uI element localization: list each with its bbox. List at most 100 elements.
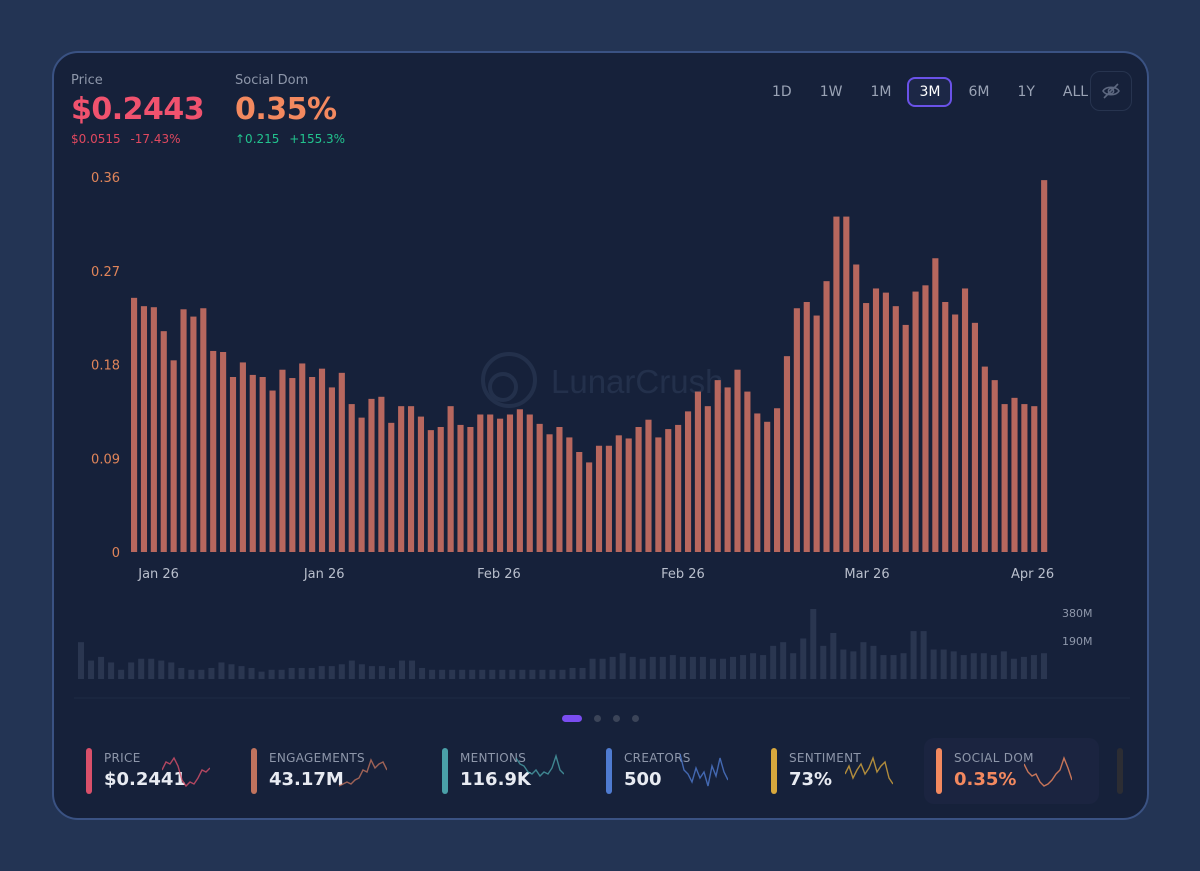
visibility-toggle-button[interactable] — [1090, 71, 1132, 111]
bar — [398, 406, 405, 552]
volume-bar — [469, 669, 476, 679]
bars — [131, 180, 1048, 553]
bar — [516, 409, 523, 552]
price-change-abs: $0.0515 — [71, 132, 121, 146]
volume-bar — [719, 658, 726, 679]
page-dot-4[interactable] — [632, 715, 639, 722]
volume-bar — [850, 651, 857, 679]
bar — [170, 360, 177, 552]
metric-value: 500 — [624, 769, 662, 790]
volume-bar — [1030, 655, 1037, 679]
metric-engagements[interactable]: ENGAGEMENTS 43.17M — [239, 738, 414, 804]
volume-bar — [880, 655, 887, 679]
volume-bar — [78, 642, 85, 679]
bar — [694, 391, 702, 552]
social-dom-chart: LunarCrush 00.090.180.270.36 Jan 26 Jan 2… — [74, 171, 1130, 699]
bar — [971, 322, 978, 552]
volume-bar — [760, 655, 767, 679]
volume-bar — [589, 658, 596, 679]
x-tick-label: Mar 26 — [844, 567, 889, 582]
volume-bar — [609, 656, 616, 679]
bar — [289, 378, 296, 552]
metric-social-dom[interactable]: SOCIAL DOM 0.35% — [924, 738, 1099, 804]
range-button-1d[interactable]: 1D — [772, 84, 792, 100]
bar — [358, 417, 365, 552]
volume-bar — [569, 667, 576, 679]
volume-bar — [178, 667, 185, 679]
metric-mentions[interactable]: MENTIONS 116.9K — [430, 738, 580, 804]
sparkline-path — [1024, 755, 1072, 787]
volume-bar — [449, 669, 456, 679]
metric-price[interactable]: PRICE $0.2441 — [74, 738, 224, 804]
bar — [140, 306, 148, 552]
price-stat: Price $0.2443 $0.0515 -17.43% — [71, 73, 205, 146]
bar — [813, 315, 820, 552]
range-button-1y[interactable]: 1Y — [1017, 84, 1035, 100]
bar — [526, 414, 533, 552]
volume-bar — [298, 667, 305, 679]
page-dot-3[interactable] — [613, 715, 620, 722]
bar — [338, 372, 345, 552]
volume-bar — [649, 656, 656, 679]
metric-label: SOCIAL DOM — [954, 751, 1034, 765]
bar — [863, 303, 870, 552]
sparkline-path — [680, 753, 728, 787]
bar — [843, 216, 850, 553]
y-tick-label: 0.36 — [91, 171, 120, 186]
metric-color-bar — [251, 748, 257, 794]
range-button-3m[interactable]: 3M — [907, 77, 953, 107]
bar — [704, 406, 711, 552]
bar — [487, 414, 494, 552]
bar — [645, 419, 652, 552]
y-tick-label: 0 — [112, 546, 120, 561]
volume-bar — [699, 656, 706, 679]
bar — [497, 418, 504, 552]
volume-bar — [579, 667, 586, 679]
watermark: LunarCrush — [481, 352, 723, 408]
volume-bar — [730, 656, 737, 679]
range-button-6m[interactable]: 6M — [968, 84, 990, 100]
page-dot-1[interactable] — [562, 715, 582, 722]
bar — [180, 309, 187, 552]
bar — [457, 424, 464, 552]
bar — [714, 380, 721, 552]
metric-sentiment[interactable]: SENTIMENT 73% — [759, 738, 909, 804]
bar — [922, 285, 929, 552]
social-dom-change-abs: ↑0.215 — [235, 132, 280, 146]
sparkline — [1024, 755, 1072, 787]
volume-bar — [900, 653, 907, 679]
volume-bar — [98, 656, 105, 679]
y-tick-label: 0.09 — [91, 452, 120, 467]
next-metric-stub[interactable] — [1117, 748, 1123, 794]
bar — [318, 368, 326, 552]
bar — [368, 398, 375, 552]
volume-bar — [810, 609, 817, 679]
volume-bar — [820, 645, 827, 679]
volume-bar — [840, 649, 847, 679]
bar — [348, 404, 355, 552]
bar — [724, 387, 731, 552]
metric-color-bar — [606, 748, 612, 794]
bar — [942, 302, 949, 552]
bar — [793, 308, 800, 552]
time-range-selector: 1D 1W 1M 3M 6M 1Y ALL — [760, 77, 1104, 107]
volume-bar — [780, 642, 787, 679]
range-button-all[interactable]: ALL — [1062, 84, 1089, 100]
volume-bar — [198, 669, 205, 679]
bar — [1021, 404, 1028, 552]
bar — [437, 427, 444, 552]
volume-bar — [920, 631, 927, 679]
page-dot-2[interactable] — [594, 715, 601, 722]
range-button-1m[interactable]: 1M — [870, 84, 892, 100]
range-button-1w[interactable]: 1W — [819, 84, 843, 100]
volume-bar — [118, 669, 125, 679]
volume-bar — [970, 653, 977, 679]
volume-bar — [108, 662, 115, 679]
metric-creators[interactable]: CREATORS 500 — [594, 738, 744, 804]
bar — [1031, 406, 1038, 552]
volume-bar — [549, 669, 556, 679]
volume-bar — [128, 662, 135, 679]
sparkline — [162, 756, 210, 788]
volume-bar — [539, 669, 546, 679]
volume-bar — [318, 666, 325, 679]
